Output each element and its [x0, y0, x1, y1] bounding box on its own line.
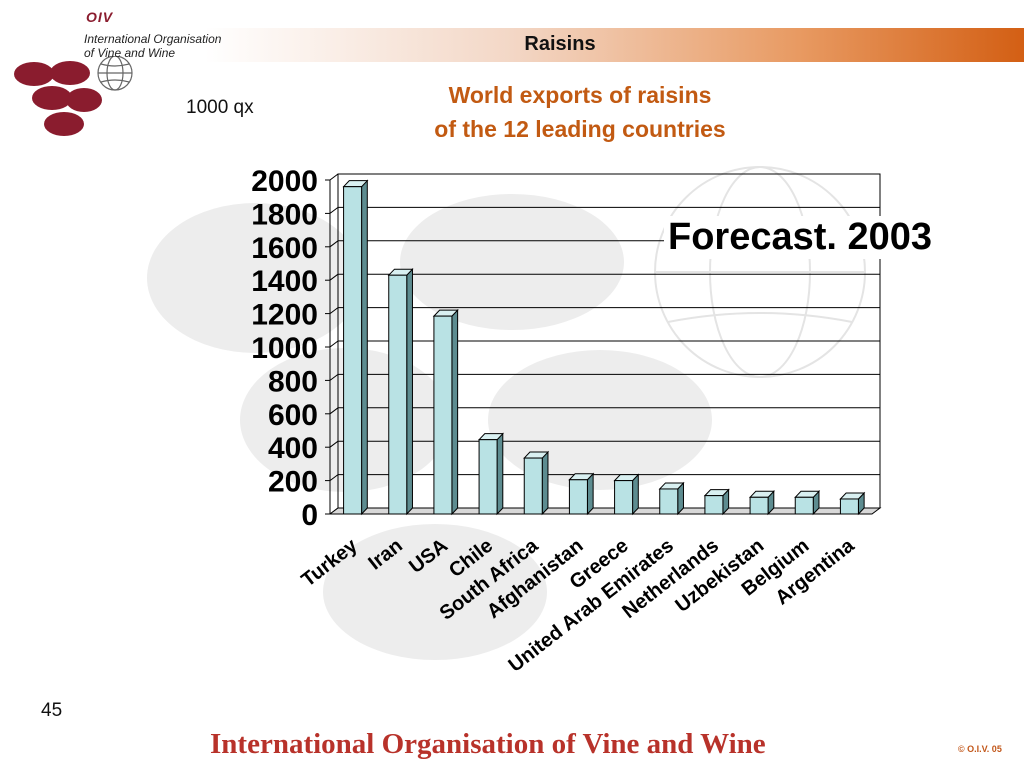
bar-iran	[387, 267, 414, 516]
bar-face	[839, 498, 859, 515]
bar-face	[749, 496, 769, 515]
y-tick-label: 1200	[251, 299, 318, 332]
bar-chile	[477, 432, 504, 516]
grid-line	[329, 273, 339, 281]
y-tick-label: 400	[268, 432, 318, 465]
y-tick-label: 800	[268, 365, 318, 398]
bar-side	[361, 179, 368, 516]
grid-line	[329, 206, 339, 214]
bar-side	[496, 432, 504, 516]
bar-face	[794, 496, 814, 515]
x-tick-label: Turkey	[298, 534, 363, 591]
bar-side	[406, 267, 413, 516]
grid-line	[329, 440, 339, 448]
background-blob	[400, 194, 624, 330]
page-number: 45	[41, 700, 63, 721]
grid-line	[329, 340, 339, 348]
grid-line	[329, 373, 339, 381]
bar-united-arab-emirates	[658, 481, 685, 516]
bar-south-africa	[523, 450, 550, 516]
chart-title-line1: World exports of raisins	[448, 82, 712, 108]
bar-side	[632, 473, 639, 516]
header-banner	[0, 28, 1024, 62]
bar-argentina	[839, 491, 866, 516]
copyright-text: © O.I.V. 05	[958, 744, 1002, 754]
bar-uzbekistan	[748, 490, 775, 516]
bar-layer	[342, 179, 866, 516]
y-tick-label: 2000	[251, 165, 318, 198]
oiv-logo-mark: OIV	[86, 9, 114, 25]
grid-line	[329, 240, 339, 248]
bar-turkey	[342, 179, 369, 516]
x-tick-label: USA	[405, 535, 452, 578]
chart-floor	[328, 507, 882, 515]
grid-line	[329, 307, 339, 315]
bar-side	[586, 472, 594, 516]
grid-layer	[325, 173, 882, 515]
chart-title-line2: of the 12 leading countries	[434, 116, 726, 142]
bar-greece	[613, 473, 640, 516]
bar-face	[704, 495, 724, 515]
y-tick-label: 200	[268, 466, 318, 499]
background-blob	[147, 203, 363, 353]
org-name-line1: International Organisation	[84, 32, 222, 46]
grid-line	[329, 407, 339, 415]
x-tick-label: Iran	[364, 535, 406, 575]
bar-usa	[432, 308, 459, 516]
bar-face	[388, 274, 408, 515]
grid-line	[329, 474, 339, 482]
bar-face	[614, 480, 634, 515]
y-tick-label: 1000	[251, 332, 318, 365]
y-tick-label: 1800	[251, 198, 318, 231]
banner-title: Raisins	[524, 33, 596, 55]
unit-label: 1000 qx	[186, 97, 254, 118]
org-name-line2: of Vine and Wine	[84, 46, 176, 60]
footer-organisation: International Organisation of Vine and W…	[210, 728, 766, 760]
bar-side	[541, 450, 549, 516]
y-tick-label: 0	[301, 499, 318, 532]
bar-afghanistan	[568, 472, 595, 516]
oiv-grape-logo-icon	[14, 56, 133, 136]
y-tick-label: 1600	[251, 232, 318, 265]
background-blob	[323, 524, 547, 660]
grid-line	[329, 173, 339, 181]
forecast-annotation: Forecast. 2003	[664, 216, 937, 259]
bar-face	[433, 315, 453, 515]
bar-side	[451, 308, 459, 516]
y-tick-label: 600	[268, 399, 318, 432]
bar-face	[659, 488, 679, 515]
bar-face	[568, 479, 588, 515]
y-tick-label: 1400	[251, 265, 318, 298]
bar-netherlands	[703, 488, 730, 516]
bar-face	[523, 457, 543, 515]
bar-face	[478, 439, 498, 515]
bar-belgium	[794, 490, 821, 516]
bar-face	[343, 186, 363, 515]
